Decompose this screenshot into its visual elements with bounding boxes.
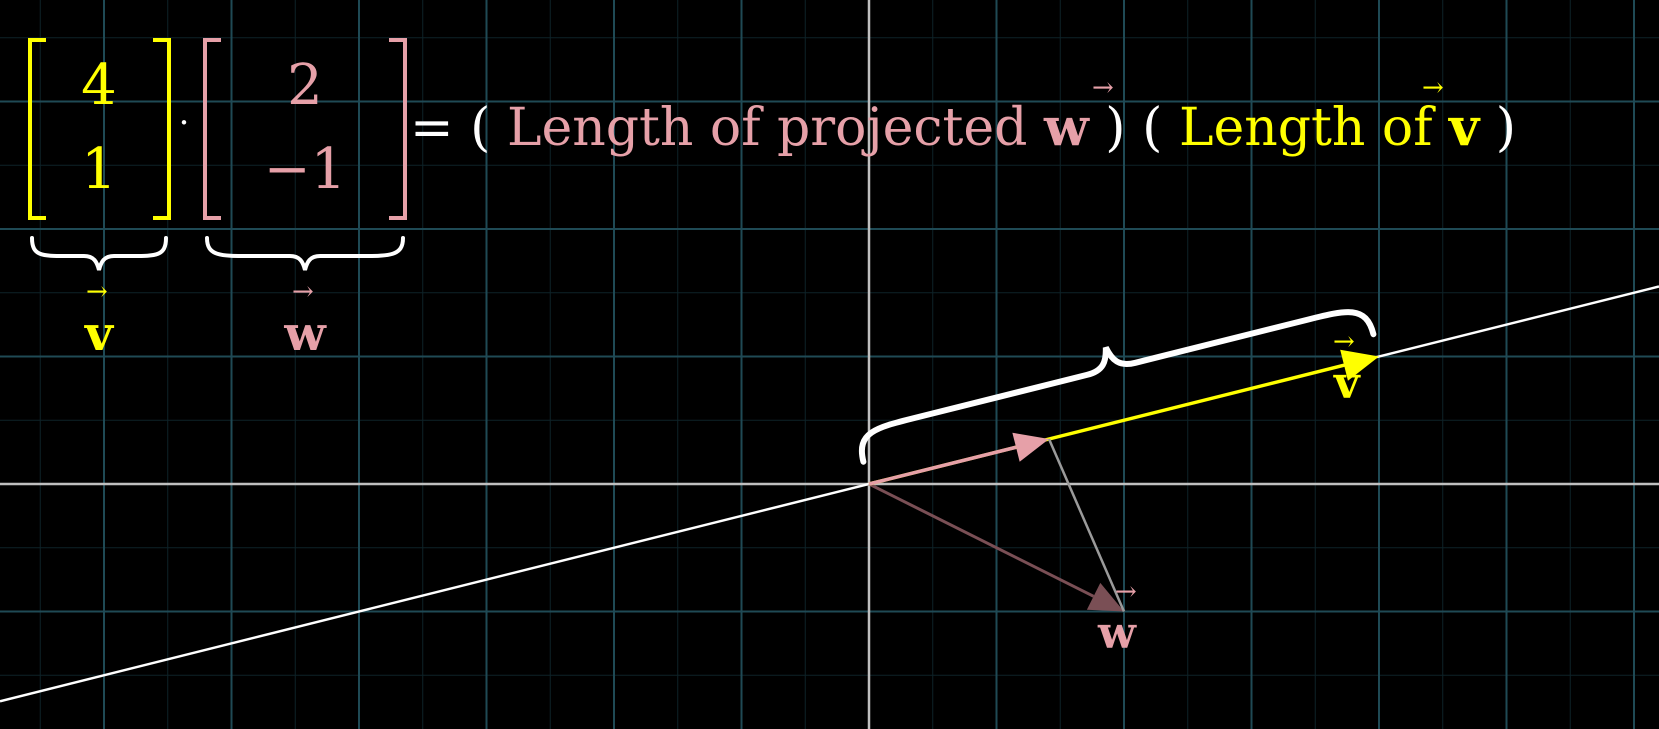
projection-dropline: [1047, 438, 1126, 612]
arrow-icon: →: [86, 277, 108, 307]
arrow-icon: →: [292, 277, 314, 307]
dot-operator: ·: [179, 103, 190, 143]
arrow-icon: →: [1115, 577, 1137, 607]
w-symbol: w: [1097, 608, 1137, 659]
arrow-head-icon: [1086, 582, 1124, 612]
right-bracket-icon: [389, 38, 407, 220]
length-of-projected-text: Length of projected: [507, 98, 1044, 158]
v-entry-2: 1: [81, 137, 117, 202]
v-underbrace-label: v: [84, 306, 115, 362]
close-paren: ): [1496, 98, 1516, 158]
left-bracket-icon: [28, 38, 46, 220]
equals-sign: =: [410, 98, 454, 158]
arrow-head-icon: [1340, 349, 1379, 381]
w-entry-1: 2: [287, 53, 323, 118]
close-paren: ): [1105, 98, 1125, 158]
v-vector-label: → v: [1333, 327, 1361, 409]
v-underbrace-icon: [30, 236, 168, 271]
w-vector-shaft: [868, 482, 1095, 598]
vectors: [868, 349, 1379, 612]
arrow-head-icon: [1012, 432, 1050, 462]
projected-w-vector: [868, 432, 1050, 486]
curly-brace-icon: [859, 309, 1377, 465]
right-bracket-icon: [153, 38, 171, 220]
w-vector-label: → w: [1097, 577, 1137, 659]
w-matrix: 2 −1: [203, 38, 407, 220]
length-of-text: Length of: [1179, 98, 1449, 158]
w-entry-2: −1: [264, 137, 347, 202]
arrow-icon: →: [1333, 327, 1355, 357]
span-line: [0, 285, 1659, 703]
projection-length-brace: [859, 309, 1377, 465]
w-vector: [868, 482, 1124, 612]
open-paren: (: [470, 98, 490, 158]
w-underbrace-label: w: [283, 306, 327, 362]
v-symbol-inline: v: [1448, 97, 1481, 158]
projected-w-vector-shaft: [868, 445, 1017, 486]
w-symbol-inline: w: [1043, 97, 1090, 158]
left-bracket-icon: [203, 38, 221, 220]
arrow-icon: →: [1422, 73, 1444, 103]
open-paren: (: [1142, 98, 1162, 158]
span-line-of-v: [0, 285, 1659, 703]
w-underbrace-icon: [205, 236, 405, 271]
v-symbol: v: [1333, 358, 1361, 409]
arrow-icon: →: [1092, 73, 1114, 103]
equation-rhs: = ( Length of projected w ) ( Length of …: [410, 97, 1516, 158]
v-entry-1: 4: [81, 53, 117, 118]
v-matrix: 4 1: [28, 38, 171, 220]
equation: 4 1 · 2 −1 = ( Length of projected w ) (…: [28, 38, 1516, 362]
